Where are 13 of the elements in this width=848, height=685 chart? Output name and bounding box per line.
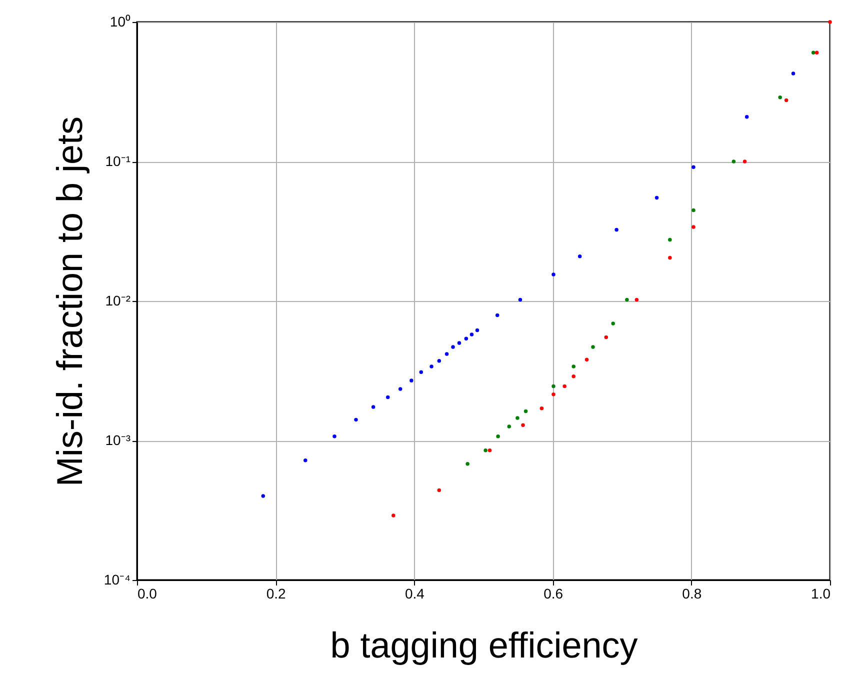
x-tick-label: 0.4 <box>404 586 425 602</box>
x-tick-label: 0.0 <box>138 586 158 602</box>
y-tick-label: 10⁰ <box>110 14 130 30</box>
y-tick-label: 10⁻⁴ <box>104 572 130 588</box>
y-tick-label: 10⁻³ <box>105 432 131 448</box>
y-tick-label: 10⁻¹ <box>105 153 131 169</box>
x-axis-title: b tagging efficiency <box>330 624 638 666</box>
y-axis-title: Mis-id. fraction to b jets <box>48 116 90 487</box>
x-tick-label: 0.8 <box>682 586 702 602</box>
y-tick-label: 10⁻² <box>105 292 131 308</box>
x-tick-label: 0.6 <box>544 586 564 602</box>
x-tick-label: 1.0 <box>811 586 831 602</box>
x-tick-label: 0.2 <box>266 586 286 602</box>
